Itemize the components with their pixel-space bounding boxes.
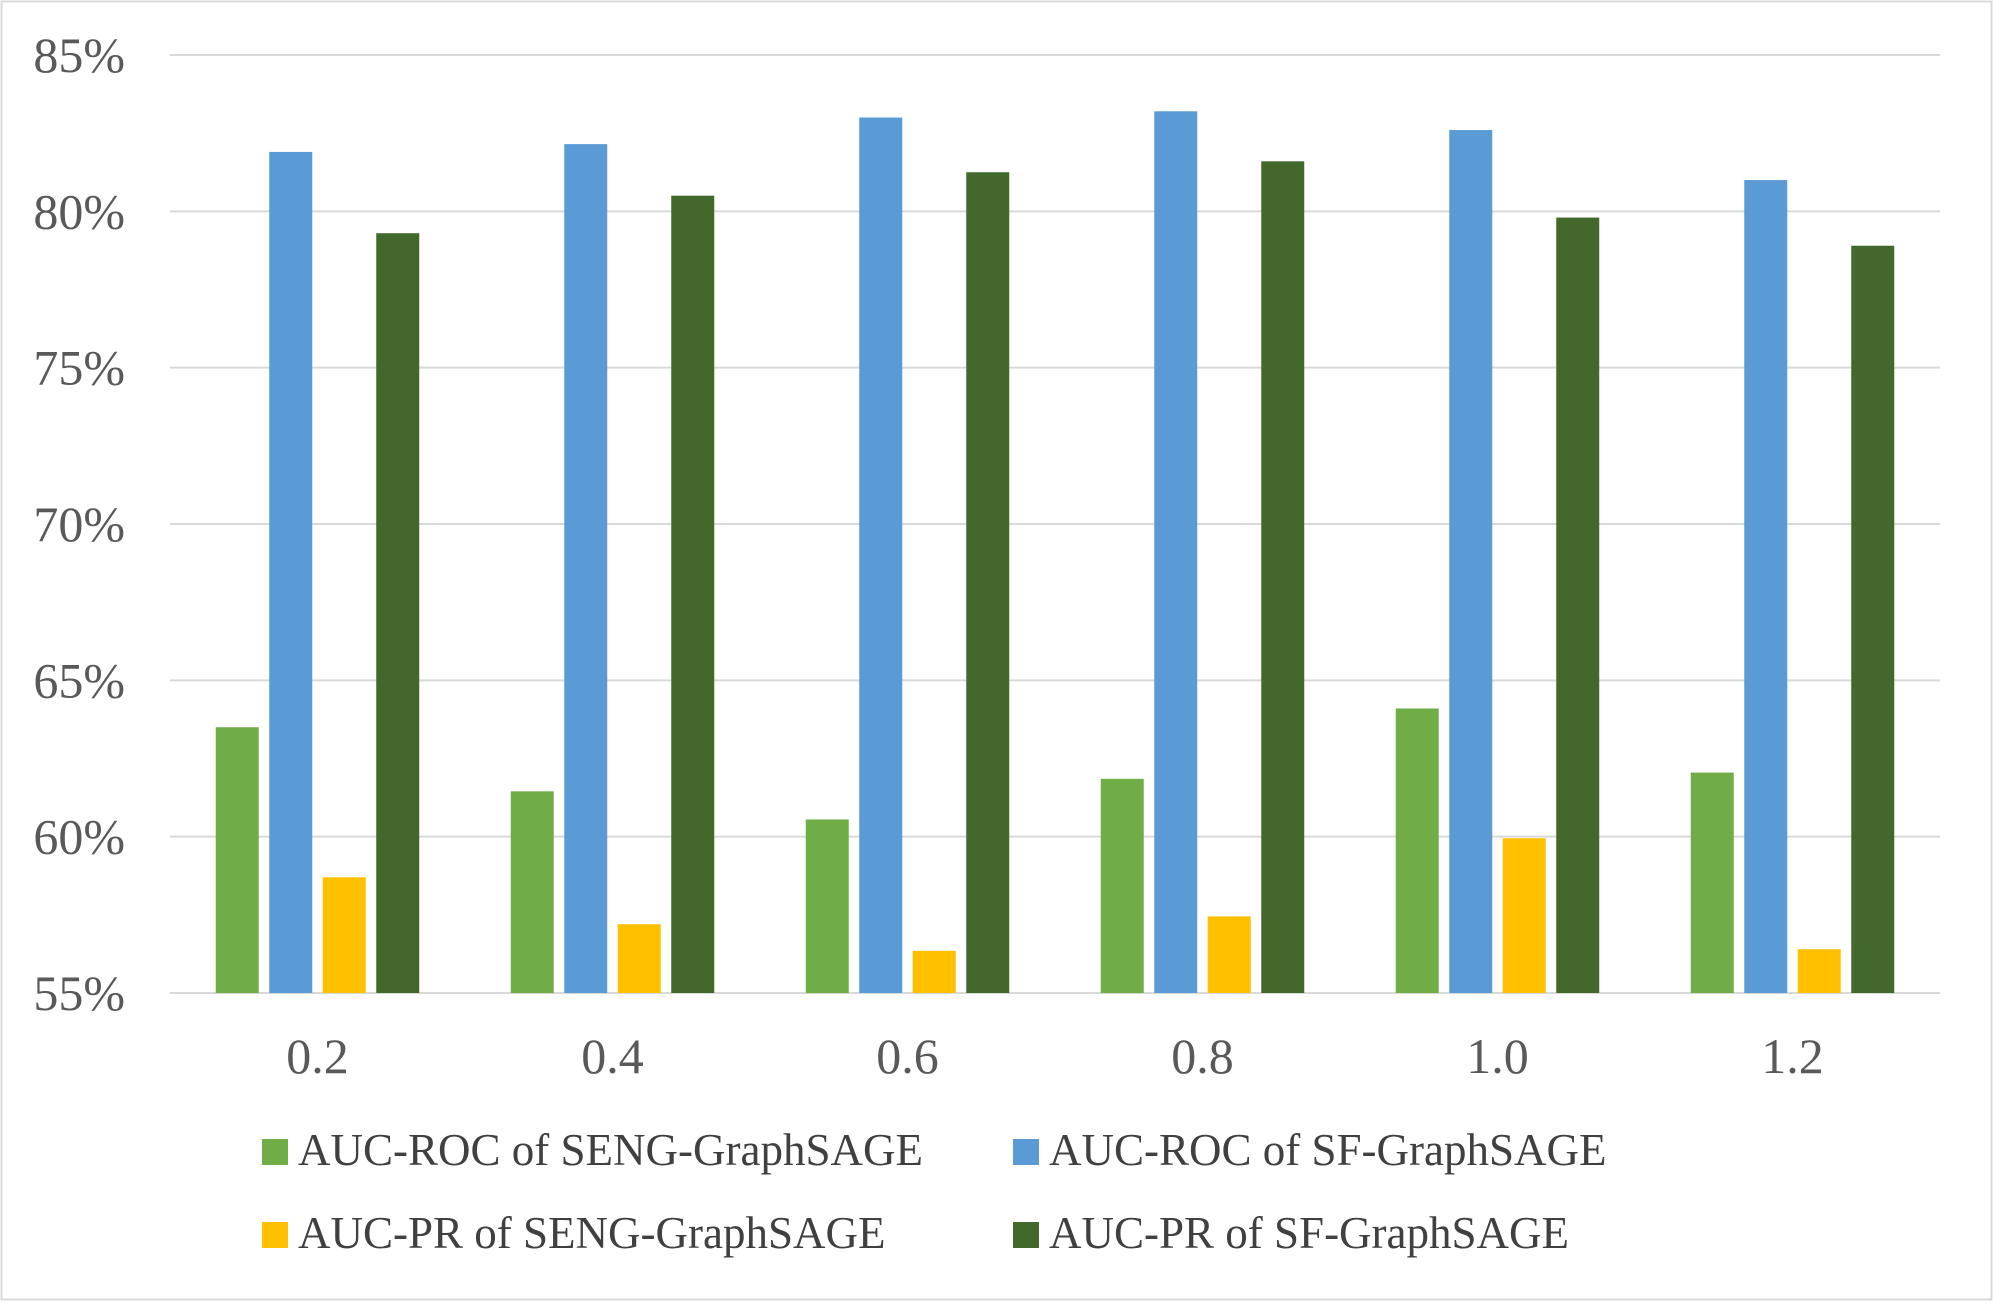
bar <box>1744 180 1788 994</box>
x-tick-label: 0.6 <box>876 1028 939 1084</box>
bar <box>1690 772 1734 993</box>
bar <box>1797 949 1841 993</box>
legend-label: AUC-ROC of SENG-GraphSAGE <box>298 1125 923 1175</box>
bar <box>1449 130 1493 994</box>
bar <box>564 144 608 994</box>
bar <box>1154 111 1198 993</box>
legend-swatch <box>1013 1139 1039 1165</box>
bar <box>671 195 715 993</box>
legend-label: AUC-ROC of SF-GraphSAGE <box>1049 1125 1607 1175</box>
y-tick-label: 75% <box>33 340 125 396</box>
bar <box>269 151 313 994</box>
gridlines <box>170 54 1940 994</box>
x-tick-label: 0.2 <box>286 1028 349 1084</box>
bar <box>510 791 554 993</box>
x-tick-label: 0.4 <box>581 1028 644 1084</box>
y-axis-ticks: 55% 60% 65% 70% 75% 80% 85% <box>33 27 125 1021</box>
legend-label: AUC-PR of SF-GraphSAGE <box>1049 1208 1569 1258</box>
bar <box>1395 708 1439 993</box>
bar <box>1851 245 1895 993</box>
legend: AUC-ROC of SENG-GraphSAGE AUC-ROC of SF-G… <box>262 1125 1607 1258</box>
y-tick-label: 85% <box>33 27 125 83</box>
bar <box>1502 838 1546 993</box>
bars <box>215 111 1895 994</box>
y-tick-label: 55% <box>33 965 125 1021</box>
bar <box>805 819 849 993</box>
legend-swatch <box>262 1222 288 1248</box>
bar <box>859 117 903 994</box>
legend-swatch <box>1013 1222 1039 1248</box>
bar <box>1207 916 1251 993</box>
x-tick-label: 1.2 <box>1761 1028 1824 1084</box>
bar <box>1556 217 1600 993</box>
y-tick-label: 80% <box>33 183 125 239</box>
bar <box>1100 778 1144 993</box>
y-tick-label: 65% <box>33 652 125 708</box>
x-tick-label: 0.8 <box>1171 1028 1234 1084</box>
bar <box>322 877 366 993</box>
bar <box>376 233 420 994</box>
legend-swatch <box>262 1139 288 1165</box>
bar <box>912 950 956 993</box>
bar <box>215 727 259 993</box>
x-tick-label: 1.0 <box>1466 1028 1529 1084</box>
bar <box>966 172 1010 993</box>
legend-label: AUC-PR of SENG-GraphSAGE <box>298 1208 885 1258</box>
y-tick-label: 60% <box>33 809 125 865</box>
y-tick-label: 70% <box>33 496 125 552</box>
bar <box>617 924 661 993</box>
x-axis-ticks: 0.2 0.4 0.6 0.8 1.0 1.2 <box>286 1028 1824 1084</box>
bar <box>1261 161 1305 994</box>
